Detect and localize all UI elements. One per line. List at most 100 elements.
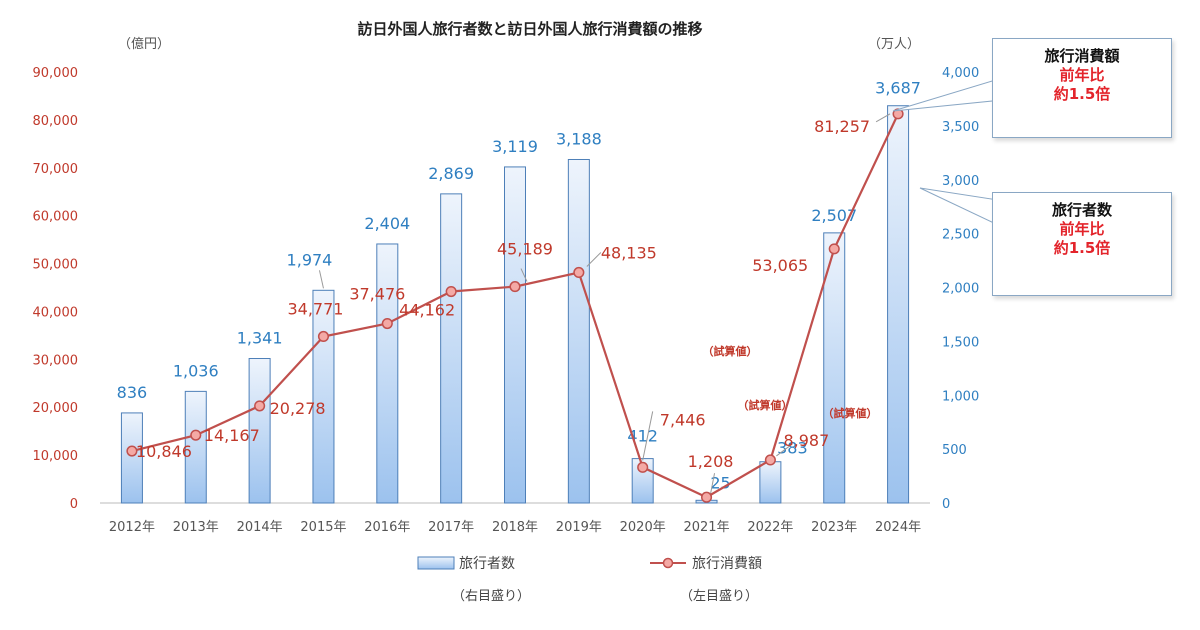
callout-pointers <box>892 77 1003 226</box>
right-tick-label: 500 <box>942 443 967 458</box>
spending-marker <box>700 491 713 503</box>
spending-callout-line1: 前年比 <box>1059 66 1105 84</box>
spending-marker <box>445 285 457 298</box>
legend-bar-swatch <box>417 556 455 570</box>
leader-line <box>776 443 793 457</box>
spending-callout: 旅行消費額 前年比 約1.5倍 <box>992 38 1172 138</box>
left-tick-label: 80,000 <box>33 114 79 129</box>
x-tick-label: 2023年 <box>811 520 857 535</box>
x-tick-label: 2012年 <box>109 520 155 535</box>
right-tick-label: 4,000 <box>942 66 979 81</box>
x-tick-label: 2022年 <box>747 520 793 535</box>
leader-line <box>642 411 654 461</box>
estimate-note-2022: （試算値） <box>703 344 758 358</box>
visitor-bar <box>376 243 399 504</box>
visitor-bar-label: 3,119 <box>492 137 538 156</box>
visitors-callout-line1: 前年比 <box>1059 220 1105 238</box>
visitor-bar <box>440 193 463 504</box>
visitor-bar-label: 1,341 <box>237 329 283 348</box>
x-tick-label: 2017年 <box>428 520 474 535</box>
spending-callout-title: 旅行消費額 <box>1044 47 1120 65</box>
visitors-callout-title: 旅行者数 <box>1051 201 1112 219</box>
estimate-note-2023: （試算値） <box>738 398 793 412</box>
x-tick-label: 2016年 <box>364 520 410 535</box>
visitor-bar-label: 3,188 <box>556 129 602 148</box>
left-tick-label: 20,000 <box>33 401 79 416</box>
spending-line-label: 37,476 <box>349 285 405 304</box>
visitor-bar <box>823 232 846 504</box>
right-tick-label: 2,500 <box>942 228 979 243</box>
spending-line-label: 7,446 <box>660 410 706 429</box>
legend-visitors-label: 旅行者数 <box>459 556 515 572</box>
chart-title: 訪日外国人旅行者数と訪日外国人旅行消費額の推移 <box>357 20 702 38</box>
visitor-bar <box>759 461 782 504</box>
visitor-bar-label: 836 <box>117 383 148 402</box>
spending-line-label: 48,135 <box>601 243 657 262</box>
visitor-bar-label: 1,036 <box>173 361 219 380</box>
spending-marker <box>764 454 776 466</box>
legend: 旅行者数 （右目盛り） 旅行消費額 （左目盛り） <box>417 556 762 604</box>
visitor-bar <box>567 158 590 504</box>
x-tick-label: 2020年 <box>620 520 666 535</box>
visitor-bar <box>184 390 207 504</box>
visitor-bar <box>248 358 271 504</box>
spending-marker <box>126 445 138 457</box>
x-tick-label: 2015年 <box>300 520 346 535</box>
leader-line <box>586 252 602 267</box>
spending-marker <box>828 243 840 255</box>
spending-line-label: 45,189 <box>497 240 553 259</box>
x-tick-label: 2021年 <box>683 520 729 535</box>
left-tick-label: 50,000 <box>33 258 79 273</box>
left-tick-label: 90,000 <box>33 66 79 81</box>
visitor-bar <box>312 289 335 504</box>
left-axis-unit: （億円） <box>118 36 170 52</box>
legend-spending-sub: （左目盛り） <box>680 589 758 604</box>
spending-line-label: 10,846 <box>136 442 192 461</box>
spending-marker <box>190 429 202 441</box>
legend-spending-label: 旅行消費額 <box>692 556 762 572</box>
spending-line-label: 8,987 <box>783 431 829 450</box>
visitors-callout-line2: 約1.5倍 <box>1053 239 1111 257</box>
leader-line <box>318 270 324 289</box>
right-tick-label: 1,500 <box>942 335 979 350</box>
spending-line-label: 53,065 <box>752 256 808 275</box>
x-tick-label: 2018年 <box>492 520 538 535</box>
visitor-bar-label: 2,507 <box>811 206 857 225</box>
left-tick-label: 40,000 <box>33 305 79 320</box>
estimate-note-2024: （試算値） <box>823 406 878 420</box>
spending-line-label: 34,771 <box>287 299 343 318</box>
right-axis: 0 500 1,000 1,500 2,000 2,500 3,000 3,500 4,000 <box>942 66 979 512</box>
visitor-bar-label: 2,869 <box>428 164 474 183</box>
visitors-callout: 旅行者数 前年比 約1.5倍 <box>992 192 1172 296</box>
spending-marker <box>254 400 266 412</box>
right-axis-unit: （万人） <box>868 37 920 52</box>
left-axis: 0 10,000 20,000 30,000 40,000 50,000 60,000 70,… <box>33 66 79 512</box>
legend-line-marker <box>662 557 674 569</box>
x-axis: 2012年 2013年 2014年 2015年 2016年 2017年 2018年 2019年… <box>109 520 921 535</box>
right-tick-label: 3,000 <box>942 174 979 189</box>
spending-marker <box>509 281 521 293</box>
left-tick-label: 10,000 <box>33 449 79 464</box>
spending-marker <box>573 266 585 279</box>
visitor-bar-label: 383 <box>777 439 808 458</box>
spending-line-label: 20,278 <box>270 399 326 418</box>
spending-markers <box>126 108 904 503</box>
x-tick-label: 2014年 <box>237 520 283 535</box>
spending-line-label: 1,208 <box>688 452 734 471</box>
spending-marker <box>637 461 649 473</box>
leader-line <box>520 268 528 282</box>
visitor-bars <box>120 105 910 504</box>
leader-line <box>875 113 891 123</box>
legend-visitors-sub: （右目盛り） <box>452 589 530 604</box>
right-tick-label: 1,000 <box>942 389 979 404</box>
spending-line-label: 44,162 <box>399 301 455 320</box>
left-tick-label: 60,000 <box>33 210 79 225</box>
spending-marker <box>381 317 393 330</box>
visitor-bar <box>120 412 143 504</box>
right-tick-label: 0 <box>942 497 950 512</box>
x-tick-label: 2019年 <box>556 520 602 535</box>
x-tick-label: 2013年 <box>173 520 219 535</box>
spending-line-label: 81,257 <box>814 117 870 136</box>
